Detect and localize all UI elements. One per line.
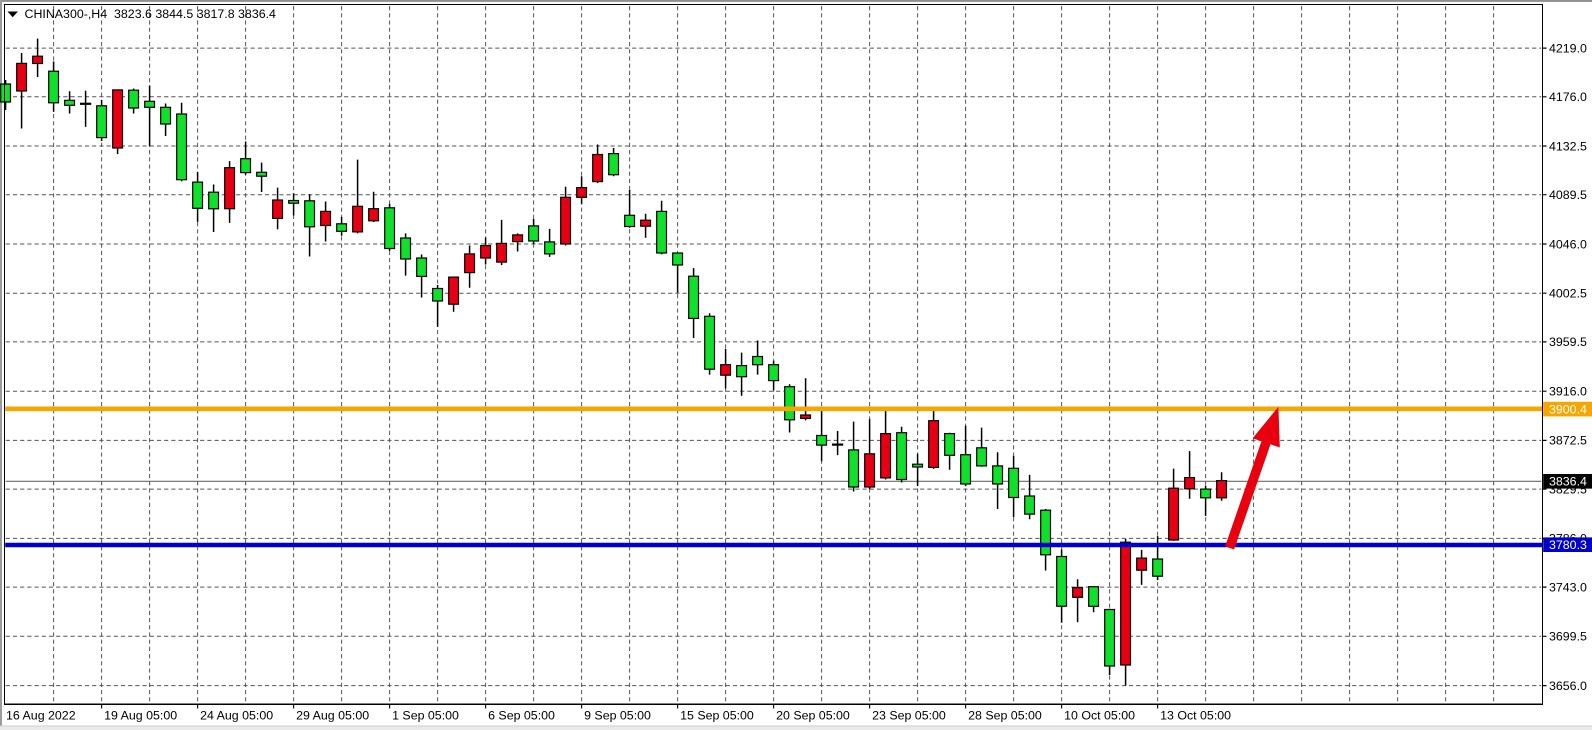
svg-text:23 Sep 05:00: 23 Sep 05:00	[872, 709, 946, 723]
svg-text:6 Sep 05:00: 6 Sep 05:00	[488, 709, 555, 723]
svg-text:20 Sep 05:00: 20 Sep 05:00	[776, 709, 850, 723]
svg-text:4132.5: 4132.5	[1549, 139, 1587, 153]
svg-text:16 Aug 2022: 16 Aug 2022	[6, 709, 76, 723]
svg-text:4046.0: 4046.0	[1549, 237, 1587, 251]
svg-text:CHINA300-,H4 3823.6 3844.5 38: CHINA300-,H4 3823.6 3844.5 3817.8 3836.4	[25, 7, 277, 21]
svg-text:3699.5: 3699.5	[1549, 630, 1587, 644]
svg-text:4176.0: 4176.0	[1549, 90, 1587, 104]
svg-text:15 Sep 05:00: 15 Sep 05:00	[680, 709, 754, 723]
svg-text:10 Oct 05:00: 10 Oct 05:00	[1064, 709, 1135, 723]
svg-text:3959.5: 3959.5	[1549, 335, 1587, 349]
svg-text:3780.3: 3780.3	[1549, 538, 1587, 552]
svg-text:3656.0: 3656.0	[1549, 679, 1587, 693]
svg-text:4219.0: 4219.0	[1549, 41, 1587, 55]
svg-text:4002.5: 4002.5	[1549, 287, 1587, 301]
svg-text:19 Aug 05:00: 19 Aug 05:00	[104, 709, 177, 723]
svg-text:28 Sep 05:00: 28 Sep 05:00	[968, 709, 1042, 723]
svg-text:3900.4: 3900.4	[1549, 402, 1587, 416]
svg-text:4089.5: 4089.5	[1549, 188, 1587, 202]
svg-text:29 Aug 05:00: 29 Aug 05:00	[296, 709, 369, 723]
svg-text:13 Oct 05:00: 13 Oct 05:00	[1160, 709, 1231, 723]
svg-text:24 Aug 05:00: 24 Aug 05:00	[200, 709, 273, 723]
svg-text:3743.0: 3743.0	[1549, 580, 1587, 594]
svg-text:1 Sep 05:00: 1 Sep 05:00	[392, 709, 459, 723]
svg-text:9 Sep 05:00: 9 Sep 05:00	[584, 709, 651, 723]
svg-text:3836.4: 3836.4	[1549, 475, 1587, 489]
svg-text:3916.0: 3916.0	[1549, 385, 1587, 399]
svg-text:3872.5: 3872.5	[1549, 434, 1587, 448]
